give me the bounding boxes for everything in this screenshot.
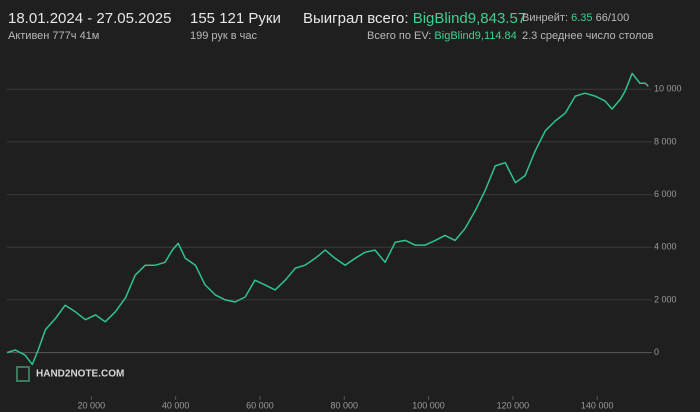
hands: 155 121 Руки — [190, 10, 281, 27]
hands-per-hour: 199 рук в час — [190, 30, 258, 42]
tables: 2.3 среднее число столов — [522, 30, 654, 42]
active-time: Активен 777ч 41м — [8, 30, 100, 42]
logo-text: HAND2NOTE.COM — [36, 368, 125, 380]
profit-line — [6, 72, 649, 366]
value: BigBlind9,843.57 — [412, 10, 527, 27]
x-tick-label: 140 000 — [581, 400, 614, 410]
y-tick-label: 2 000 — [654, 294, 677, 304]
y-tick-label: 8 000 — [654, 136, 677, 146]
winrate: Винрейт: 6.35 66/100 — [522, 12, 629, 24]
won-total: Выиграл всего: BigBlind9,843.57 — [303, 10, 526, 27]
x-tick-label: 100 000 — [412, 400, 445, 410]
y-tick-label: 6 000 — [654, 189, 677, 199]
value: BigBlind9,114.84 — [434, 30, 517, 42]
sample: 66/100 — [595, 12, 630, 24]
x-tick-label: 20 000 — [78, 400, 106, 410]
y-tick-label: 0 — [654, 347, 659, 357]
ev-total: Всего по EV: BigBlind9,114.84 — [367, 30, 517, 42]
logo: HAND2NOTE.COM — [16, 366, 124, 382]
label: Всего по EV: — [367, 30, 432, 42]
value: 6.35 — [571, 12, 593, 24]
label: Выиграл всего: — [303, 10, 409, 27]
date-range: 18.01.2024 - 27.05.2025 — [8, 10, 172, 27]
x-tick-label: 60 000 — [246, 400, 274, 410]
y-tick-label: 4 000 — [654, 242, 677, 252]
x-tick-label: 120 000 — [497, 400, 530, 410]
y-tick-label: 10 000 — [654, 84, 682, 94]
x-tick-label: 80 000 — [330, 400, 358, 410]
x-tick-label: 40 000 — [162, 400, 190, 410]
label: Винрейт: — [522, 12, 569, 24]
